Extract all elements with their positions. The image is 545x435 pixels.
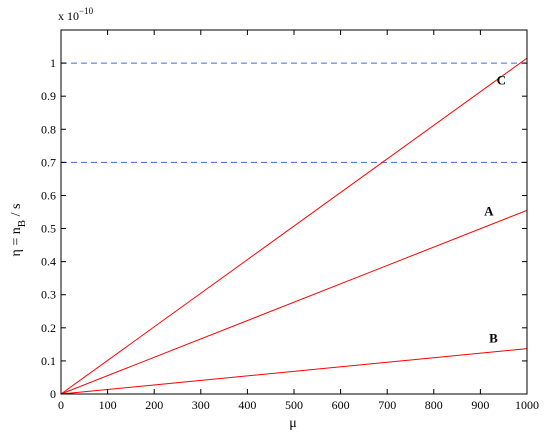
- y-tick-label: 0.8: [41, 122, 56, 136]
- series-line-C: [60, 57, 528, 395]
- y-tick-label: 0.3: [41, 288, 56, 302]
- x-tick-label: 0: [58, 398, 64, 412]
- x-tick-label: 300: [192, 398, 210, 412]
- y-tick-label: 1: [50, 56, 56, 70]
- y-tick-label: 0.1: [41, 354, 56, 368]
- series-label-C: C: [497, 73, 506, 88]
- y-tick-label: 0.5: [41, 222, 56, 236]
- y-tick-label: 0.2: [41, 321, 56, 335]
- x-tick-label: 200: [145, 398, 163, 412]
- y-tick-label: 0.9: [41, 89, 56, 103]
- y-multiplier-label: x 10−10: [58, 6, 94, 23]
- series-label-B: B: [489, 331, 498, 346]
- x-tick-label: 900: [471, 398, 489, 412]
- x-tick-label: 400: [238, 398, 256, 412]
- series-label-A: A: [484, 203, 494, 218]
- x-tick-label: 1000: [515, 398, 539, 412]
- x-tick-label: 600: [332, 398, 350, 412]
- axes-box: [60, 29, 528, 395]
- y-tick-label: 0.6: [41, 188, 56, 202]
- y-tick-label: 0: [50, 387, 56, 401]
- x-tick-label: 100: [99, 398, 117, 412]
- y-tick-label: 0.4: [41, 255, 56, 269]
- y-tick-label: 0.7: [41, 155, 56, 169]
- series-line-B: [60, 348, 528, 395]
- plot-area: C A B 0 100 200 300 400 500 600 700 800 900 1000 0 0.1 0…: [41, 29, 539, 412]
- x-tick-label: 800: [425, 398, 443, 412]
- y-axis-label: η = nB / s: [9, 204, 28, 257]
- x-tick-label: 500: [285, 398, 303, 412]
- x-tick-label: 700: [378, 398, 396, 412]
- x-axis-label: μ: [289, 416, 297, 431]
- series-line-A: [60, 209, 528, 395]
